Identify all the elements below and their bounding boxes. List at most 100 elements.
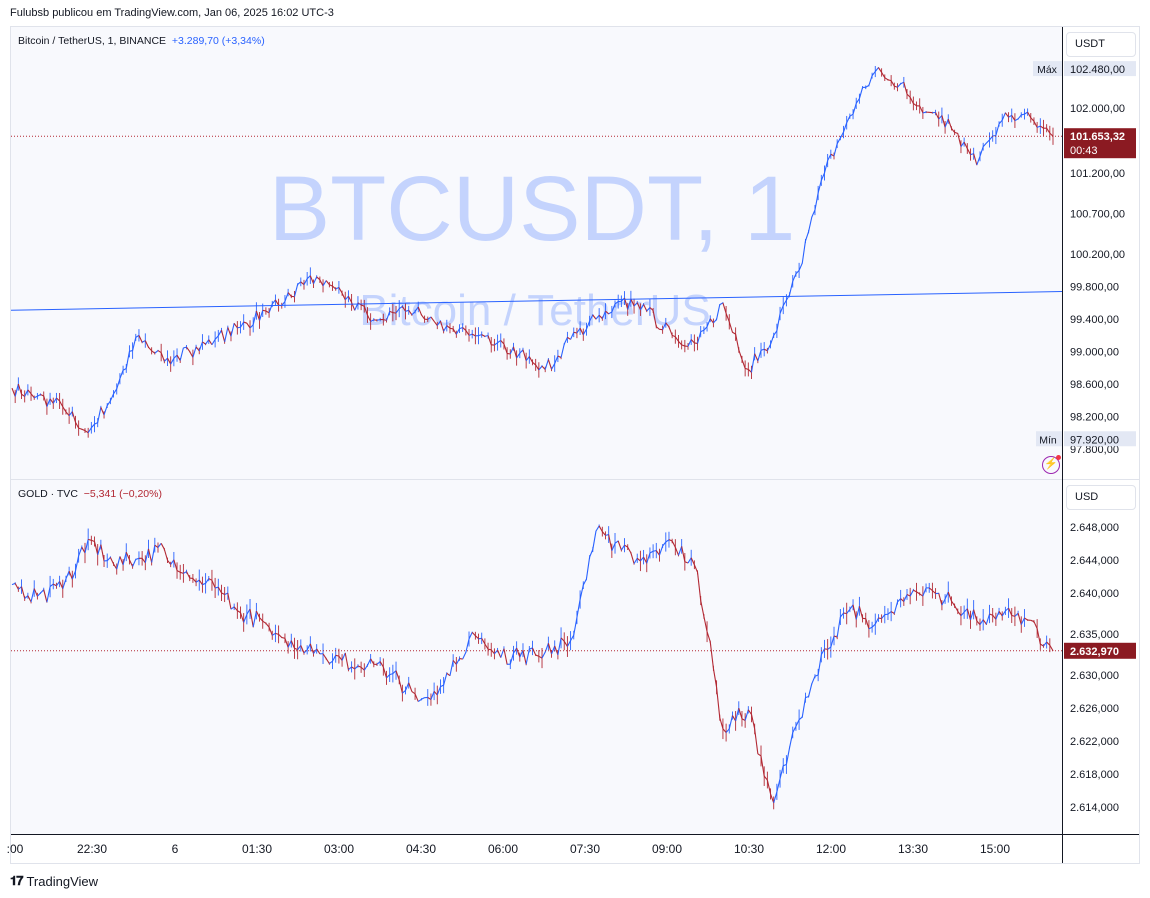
btc-segment xyxy=(132,337,137,351)
gold-segment xyxy=(916,591,920,595)
gold-segment xyxy=(100,544,105,562)
gold-segment xyxy=(763,775,768,781)
btc-currency-button[interactable]: USDT xyxy=(1066,32,1136,57)
gold-segment xyxy=(170,559,175,565)
gold-segment xyxy=(760,755,765,777)
gold-segment xyxy=(624,544,629,548)
btc-segment xyxy=(903,82,908,95)
gold-tick-label: 2.648,000 xyxy=(1070,522,1119,534)
btc-segment xyxy=(189,351,194,358)
alert-bolt-icon[interactable]: ⚡ xyxy=(1042,455,1061,474)
gold-segment xyxy=(735,708,740,722)
gold-segment xyxy=(595,525,600,532)
btc-segment xyxy=(233,323,238,329)
btc-segment xyxy=(21,393,26,397)
btc-max-label: Máx xyxy=(1037,64,1058,76)
gold-segment xyxy=(65,570,70,580)
gold-segment xyxy=(205,578,210,584)
btc-segment xyxy=(913,103,917,107)
gold-tick-label: 2.640,000 xyxy=(1070,588,1119,600)
gold-segment xyxy=(620,544,626,551)
btc-min-value: 97.920,00 xyxy=(1070,434,1119,446)
gold-segment xyxy=(614,540,619,544)
gold-segment xyxy=(852,604,857,620)
gold-segment xyxy=(950,600,956,607)
btc-tick-label: 100.200,00 xyxy=(1070,249,1125,261)
gold-segment xyxy=(309,643,315,654)
btc-segment xyxy=(163,357,168,362)
btc-segment xyxy=(1008,114,1013,118)
btc-segment xyxy=(119,370,124,379)
btc-segment xyxy=(14,383,19,397)
btc-segment xyxy=(408,309,413,316)
gold-segment xyxy=(903,594,908,602)
gold-segment xyxy=(1014,612,1019,617)
btc-segment xyxy=(211,339,216,346)
gold-segment xyxy=(776,778,781,792)
btc-segment xyxy=(439,320,445,332)
gold-segment xyxy=(202,582,206,586)
btc-segment xyxy=(909,96,914,104)
btc-segment xyxy=(243,321,248,324)
btc-segment xyxy=(871,71,876,76)
btc-legend[interactable]: Bitcoin / TetherUS, 1, BINANCE +3.289,70… xyxy=(18,35,265,47)
gold-segment xyxy=(779,765,784,779)
gold-segment xyxy=(757,753,762,757)
gold-segment xyxy=(703,616,708,632)
btc-segment xyxy=(347,296,353,303)
btc-segment xyxy=(662,322,667,330)
btc-segment xyxy=(271,299,276,305)
gold-segment xyxy=(963,608,968,613)
gold-segment xyxy=(617,540,622,551)
btc-segment xyxy=(373,319,378,321)
btc-segment xyxy=(481,334,486,337)
btc-segment xyxy=(1004,112,1010,118)
btc-segment xyxy=(516,352,521,359)
gold-segment xyxy=(900,598,905,602)
btc-segment xyxy=(430,316,435,322)
gold-segment xyxy=(706,631,711,642)
gold-segment xyxy=(81,546,86,554)
btc-segment xyxy=(262,309,267,312)
gold-segment xyxy=(316,648,321,655)
gold-segment xyxy=(227,593,232,610)
btc-segment xyxy=(109,393,115,402)
gold-segment xyxy=(474,635,479,640)
gold-y-axis: 2.648,000 2.644,000 2.640,000 2.635,000 2.63… xyxy=(1070,522,1119,814)
gold-currency-button[interactable]: USD xyxy=(1066,485,1136,510)
btc-segment xyxy=(30,393,35,399)
gold-segment xyxy=(332,655,337,662)
gold-segment xyxy=(535,654,540,657)
btc-segment xyxy=(811,209,816,218)
gold-segment xyxy=(59,581,64,589)
btc-segment xyxy=(1036,125,1041,128)
gold-segment xyxy=(538,655,543,659)
btc-segment xyxy=(785,294,791,301)
gold-segment xyxy=(147,548,153,563)
btc-segment xyxy=(544,359,549,370)
gold-segment xyxy=(582,578,587,586)
gold-segment xyxy=(722,728,727,733)
footer-brand: 𝟏𝟕 TradingView xyxy=(10,873,98,889)
gold-segment xyxy=(830,635,835,648)
btc-tick-label: 98.200,00 xyxy=(1070,412,1119,424)
btc-segment xyxy=(697,331,702,344)
btc-segment xyxy=(84,430,89,434)
btc-segment xyxy=(313,276,318,284)
gold-segment xyxy=(541,651,546,659)
btc-segment xyxy=(938,115,943,120)
gold-segment xyxy=(954,605,959,612)
gold-legend[interactable]: GOLD · TVC −5,341 (−0,20%) xyxy=(18,488,162,500)
gold-segment xyxy=(566,640,572,647)
gold-last-price: 2.632,970 xyxy=(1070,646,1119,658)
btc-segment xyxy=(766,344,772,351)
btc-segment xyxy=(665,322,670,328)
gold-segment xyxy=(589,549,594,558)
gold-segment xyxy=(773,791,778,804)
btc-segment xyxy=(855,98,860,104)
gold-pane xyxy=(11,480,1062,834)
gold-segment xyxy=(275,632,279,635)
gold-segment xyxy=(712,668,718,688)
btc-segment xyxy=(265,310,270,314)
